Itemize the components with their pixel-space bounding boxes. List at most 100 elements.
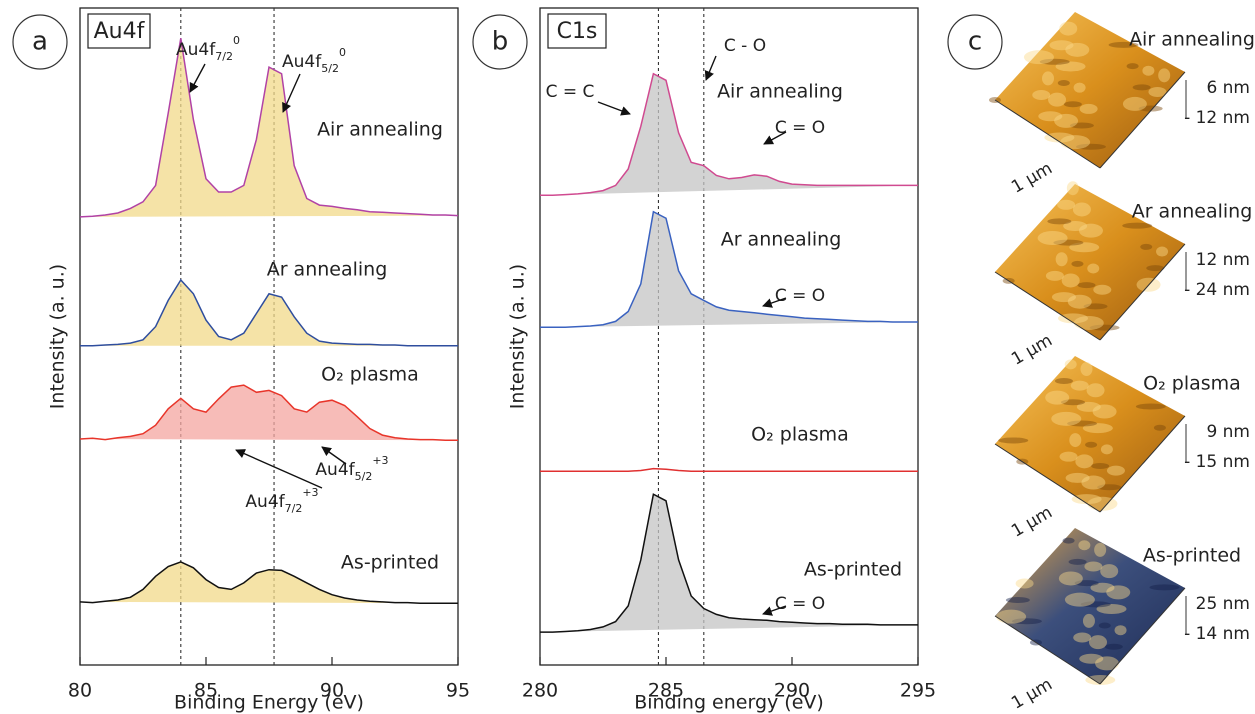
afm-texture [1055,252,1068,267]
afm-texture [1068,558,1087,565]
afm-texture [1097,484,1122,491]
afm-texture [1077,282,1096,289]
afm-texture [1058,571,1083,586]
panel-letter: b [492,27,509,57]
annotation-sub: 5/2 [321,62,339,75]
arrow [762,605,787,616]
afm-texture [1072,202,1091,217]
afm-texture [1042,71,1054,86]
afm-label: O₂ plasma [1143,373,1241,395]
afm-max: 9 nm [1206,422,1250,442]
afm-texture [1038,111,1063,122]
peak-area [540,73,918,196]
x-tick-label: 280 [522,680,558,702]
annotation: Au4f5/20 [282,46,346,75]
afm-texture [1096,603,1127,614]
afm-texture [1122,222,1153,229]
arrow [704,55,717,81]
series-label: Ar annealing [721,229,842,251]
afm-texture [1062,537,1075,544]
afm-texture [1053,239,1084,246]
afm-min: - 14 nm [1184,624,1250,644]
annotation-sub: 7/2 [285,502,303,515]
panel-circle [12,14,68,70]
afm-scale: 1 μm [1008,330,1056,369]
afm-texture [1073,632,1092,643]
afm-edge [1099,243,1186,341]
afm-texture [1078,540,1091,551]
afm-texture [1069,433,1082,448]
annotation-sup: 0 [233,34,240,47]
annotation-text: C - O [724,36,766,56]
label-box [87,13,151,49]
afm-texture [1148,86,1167,97]
afm-texture [1057,80,1070,87]
panel-title: Au4f [94,19,146,44]
afm-texture [1069,122,1094,129]
afm-texture [1084,561,1103,572]
arrow [762,297,787,308]
spectrum-line [79,561,458,604]
afm-texture [1080,362,1093,377]
afm-min: - 12 nm [1184,108,1250,128]
afm-texture [1092,404,1117,419]
annotation: Au4f7/2 +3 [245,486,318,515]
x-tick-label: 85 [194,680,218,702]
spectrum-line [540,72,918,196]
series-label: Ar annealing [267,259,388,281]
afm-texture [1045,390,1070,405]
afm-texture [1089,635,1107,650]
annotation: Au4f5/2 +3 [315,454,388,483]
annotation-text: C = C [546,82,595,102]
x-tick-label: 295 [900,680,936,702]
peak-area [80,280,458,346]
spectrum-line [79,384,458,442]
afm-texture [1080,601,1111,608]
afm-texture [1094,542,1107,557]
afm-surface [995,528,1185,684]
afm-texture [1065,42,1090,57]
afm-texture [1083,303,1108,310]
annotation: C - O [724,36,766,56]
annotation: Au4f7/20 [176,34,240,63]
afm-texture [1082,613,1095,628]
peak-area [80,38,458,217]
x-tick-label: 95 [446,680,470,702]
x-tick-label: 290 [774,680,810,702]
panel-circle [472,14,528,70]
annotation-sub: 5/2 [355,470,373,483]
afm-texture [1064,359,1077,370]
afm-texture [1078,223,1103,238]
afm-texture [1149,584,1180,591]
afm-texture [1090,582,1115,593]
afm-texture [1071,494,1102,505]
afm-texture [1066,181,1079,196]
afm-texture [1122,96,1147,111]
afm-texture [1070,380,1089,391]
annotation-sub: 7/2 [215,50,233,63]
annotation: C = O [775,594,825,614]
afm-texture [1104,643,1123,650]
afm-texture [1048,92,1067,107]
annotation-text: Au4f [282,52,322,72]
afm-texture [1091,462,1110,469]
afm-texture [1079,653,1104,664]
afm-texture [1067,294,1092,309]
afm-texture [1087,263,1100,274]
afm-texture [1079,103,1098,114]
y-axis-title: Intensity (a. u.) [507,264,529,409]
afm-edge [994,99,1101,169]
y-axis-title: Intensity (a. u.) [47,264,69,409]
afm-max: 12 nm [1196,250,1250,270]
peak-area [80,561,458,604]
spectrum-line [79,38,459,218]
afm-texture [1063,221,1088,232]
afm-texture [1059,451,1078,462]
afm-texture [1049,40,1074,51]
afm-texture [1140,243,1153,250]
annotation-sup: 0 [339,46,346,59]
afm-texture [1045,270,1064,281]
afm-scale: 1 μm [1008,158,1056,197]
afm-edge [994,271,1101,341]
afm-max: 6 nm [1206,78,1250,98]
